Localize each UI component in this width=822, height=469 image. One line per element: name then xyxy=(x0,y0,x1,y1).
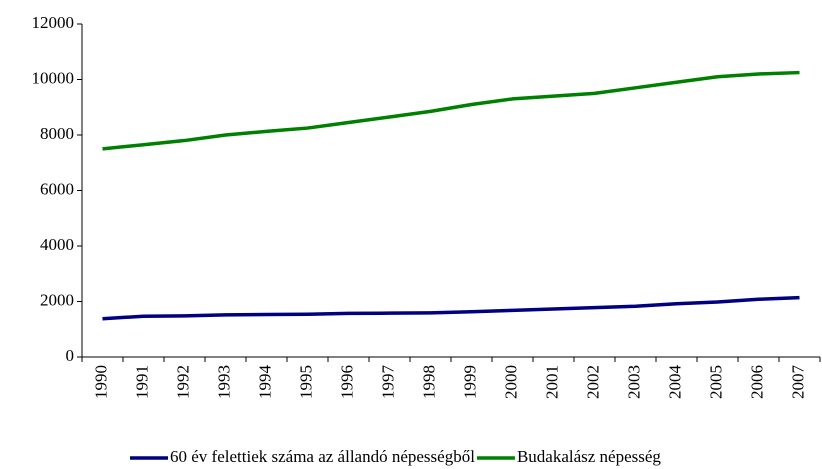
x-tick-label: 2001 xyxy=(542,365,561,399)
line-series xyxy=(102,295,800,321)
line-series xyxy=(102,70,800,151)
x-tick-label: 2002 xyxy=(583,365,602,399)
y-tick-label: 12000 xyxy=(32,13,75,32)
x-tick-label: 2004 xyxy=(665,365,684,400)
x-tick-label: 1996 xyxy=(337,365,356,399)
x-tick-label: 1992 xyxy=(173,365,192,399)
x-tick-label: 2006 xyxy=(747,365,766,399)
y-tick-label: 10000 xyxy=(32,68,75,87)
x-tick-label: 2000 xyxy=(501,365,520,399)
y-tick-label: 6000 xyxy=(40,179,74,198)
y-tick-label: 4000 xyxy=(40,235,74,254)
x-tick-label: 1999 xyxy=(460,365,479,399)
x-tick-label: 2005 xyxy=(706,365,725,399)
x-tick-label: 1995 xyxy=(296,365,315,399)
y-tick-label: 2000 xyxy=(40,290,74,309)
x-tick-label: 1998 xyxy=(419,365,438,399)
legend-label: Budakalász népesség xyxy=(517,447,661,466)
y-tick-label: 0 xyxy=(66,346,75,365)
y-tick-label: 8000 xyxy=(40,124,74,143)
x-tick-label: 2007 xyxy=(788,365,807,400)
legend-label: 60 év felettiek száma az állandó népessé… xyxy=(170,447,475,466)
x-tick-label: 1997 xyxy=(378,365,397,400)
x-tick-label: 1993 xyxy=(214,365,233,399)
x-tick-label: 2003 xyxy=(624,365,643,399)
x-tick-label: 1990 xyxy=(91,365,110,399)
x-tick-label: 1991 xyxy=(132,365,151,399)
x-tick-label: 1994 xyxy=(255,365,274,400)
